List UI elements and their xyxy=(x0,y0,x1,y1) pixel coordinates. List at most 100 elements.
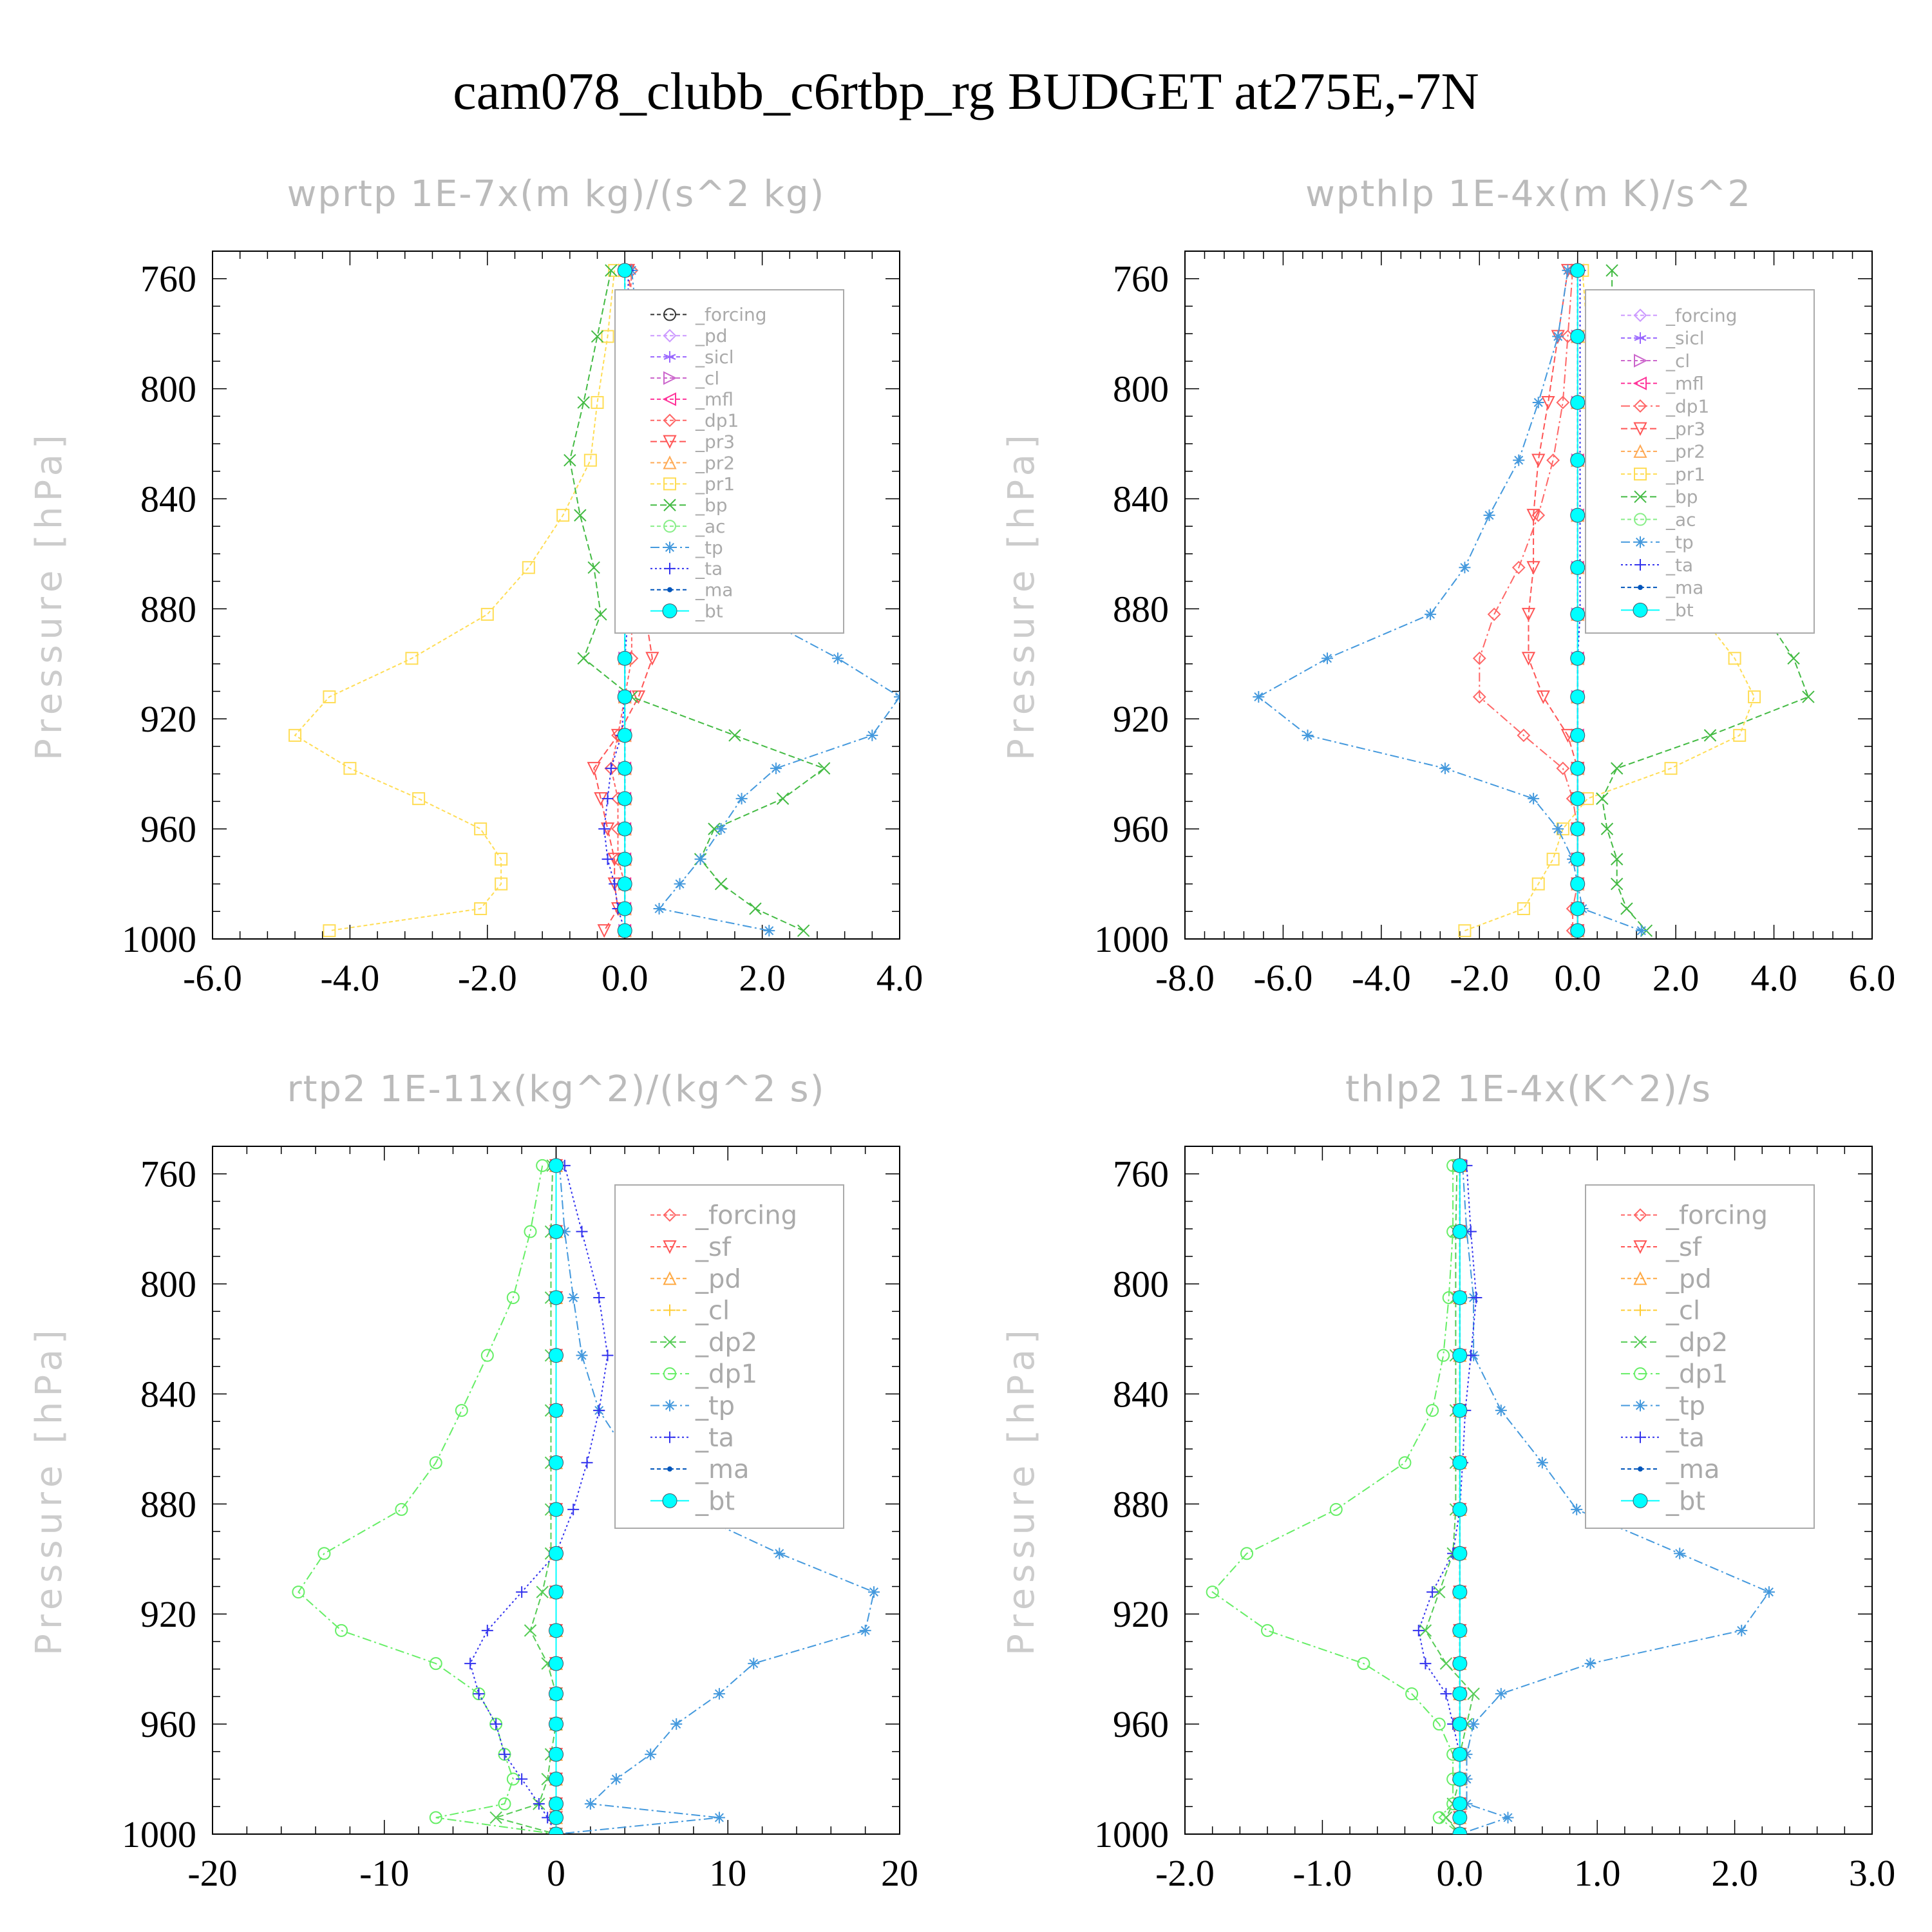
point-dp2 xyxy=(1467,1687,1480,1700)
point-ta xyxy=(533,1798,545,1810)
point-pr1 xyxy=(412,792,426,806)
point-dp2 xyxy=(524,1624,537,1637)
point-pr1 xyxy=(1531,877,1545,891)
legend-marker xyxy=(1633,1240,1647,1255)
point-bt xyxy=(1570,901,1586,916)
point-dp1 xyxy=(498,1797,511,1811)
point-bp xyxy=(714,877,728,891)
legend-label: _bt xyxy=(1665,600,1694,621)
point-pr3 xyxy=(587,762,601,776)
legend-label: _bp xyxy=(695,495,728,516)
point-ta xyxy=(601,1349,614,1361)
point-bt xyxy=(617,650,632,666)
point-dp1 xyxy=(1472,690,1486,704)
point-bt xyxy=(549,1546,564,1561)
point-bt xyxy=(1452,1224,1468,1239)
y-tick-label: 880 xyxy=(140,588,196,630)
point-bt xyxy=(549,1716,564,1732)
y-tick-label: 880 xyxy=(1113,588,1169,630)
x-tick-label: -2.0 xyxy=(458,957,517,999)
y-tick-label: 800 xyxy=(140,368,196,410)
point-bp xyxy=(1802,690,1815,703)
legend-label: _pr1 xyxy=(1665,464,1705,485)
point-pr1 xyxy=(474,902,488,916)
x-tick-label: 2.0 xyxy=(739,957,786,999)
legend-label: _forcing xyxy=(695,304,767,325)
y-tick-label: 920 xyxy=(140,1593,196,1635)
legend-marker xyxy=(664,1304,676,1316)
legend-label: _bt xyxy=(695,600,723,621)
legend-box xyxy=(1585,1184,1815,1529)
legend-label: _bt xyxy=(695,1486,735,1516)
point-dp2 xyxy=(1439,1657,1453,1670)
series-line-ta xyxy=(603,270,632,931)
legend-marker xyxy=(1633,422,1647,436)
series-line-ta xyxy=(469,1165,609,1834)
point-dp1 xyxy=(292,1586,305,1599)
point-bt xyxy=(1570,607,1586,622)
legend-marker xyxy=(664,1431,676,1443)
y-tick-label: 1000 xyxy=(1094,918,1169,960)
point-bt xyxy=(1570,395,1586,410)
point-bt xyxy=(1452,1826,1468,1834)
legend-label: _tp xyxy=(695,537,723,558)
x-tick-label: -4.0 xyxy=(320,957,379,999)
y-tick-label: 840 xyxy=(1113,1373,1169,1415)
x-tick-label: -8.0 xyxy=(1155,957,1215,999)
point-bp xyxy=(1600,822,1614,835)
y-tick-label: 880 xyxy=(140,1483,196,1525)
legend-marker xyxy=(663,308,676,321)
legend: _forcing_sicl_cl_mfl_dp1_pr3_pr2_pr1_bp_… xyxy=(1585,289,1815,634)
legend: _forcing_pd_sicl_cl_mfl_dp1_pr3_pr2_pr1_… xyxy=(614,289,844,634)
panel-4: thlp2 1E-4x(K^2)/s Pressure [hPa] 760 800 84… xyxy=(1001,1068,1895,1894)
x-tick-label: 0.0 xyxy=(1554,957,1601,999)
point-dp1 xyxy=(395,1502,408,1516)
legend-label: _dp2 xyxy=(1665,1328,1728,1358)
y-tick-label: 960 xyxy=(1113,808,1169,850)
point-tp xyxy=(1635,925,1647,937)
y-tick-label: 960 xyxy=(140,808,196,850)
series-line-dp1 xyxy=(1479,270,1578,931)
legend-marker xyxy=(663,351,676,363)
point-ta xyxy=(1412,1624,1425,1636)
point-dp1 xyxy=(429,1456,442,1470)
y-tick-label: 880 xyxy=(1113,1483,1169,1525)
point-bt xyxy=(1570,453,1586,468)
point-pr1 xyxy=(1517,902,1530,916)
point-tp xyxy=(735,793,748,805)
panel-title: thlp2 1E-4x(K^2)/s xyxy=(1345,1068,1712,1110)
point-pr1 xyxy=(591,395,604,409)
x-tick-label: 4.0 xyxy=(876,957,923,999)
series-line-tp xyxy=(556,1165,875,1834)
point-dp1 xyxy=(429,1657,442,1671)
point-ta xyxy=(598,823,611,835)
point-pr3 xyxy=(1536,690,1550,705)
y-tick-label: 960 xyxy=(140,1703,196,1745)
legend-marker xyxy=(1634,513,1647,526)
point-bt xyxy=(1452,1656,1468,1671)
figure-title: cam078_clubb_c6rtbp_rg BUDGET at275E,-7N xyxy=(453,62,1479,120)
point-bp xyxy=(797,924,810,937)
y-tick-label: 800 xyxy=(140,1264,196,1305)
point-pr1 xyxy=(1546,853,1560,866)
point-dp1 xyxy=(1531,508,1546,522)
point-dp1 xyxy=(1487,607,1501,621)
point-tp xyxy=(610,1773,622,1785)
series-line-pr1 xyxy=(1464,270,1756,932)
legend-marker xyxy=(663,1208,677,1222)
point-bp xyxy=(594,608,607,621)
point-bp xyxy=(1610,877,1624,891)
series-group xyxy=(292,1158,880,1834)
legend-marker xyxy=(663,498,676,511)
point-tp xyxy=(1736,1624,1748,1636)
y-tick-label: 760 xyxy=(140,1153,196,1195)
point-dp1 xyxy=(1511,560,1526,574)
point-bp xyxy=(564,453,576,467)
point-bt xyxy=(1452,1158,1468,1173)
legend-marker xyxy=(1634,490,1647,504)
point-bt xyxy=(1570,821,1586,837)
y-tick-label: 920 xyxy=(1113,698,1169,740)
point-bt xyxy=(1452,1455,1468,1470)
point-pr1 xyxy=(1733,728,1747,742)
legend-label: _pd xyxy=(1665,1264,1712,1294)
